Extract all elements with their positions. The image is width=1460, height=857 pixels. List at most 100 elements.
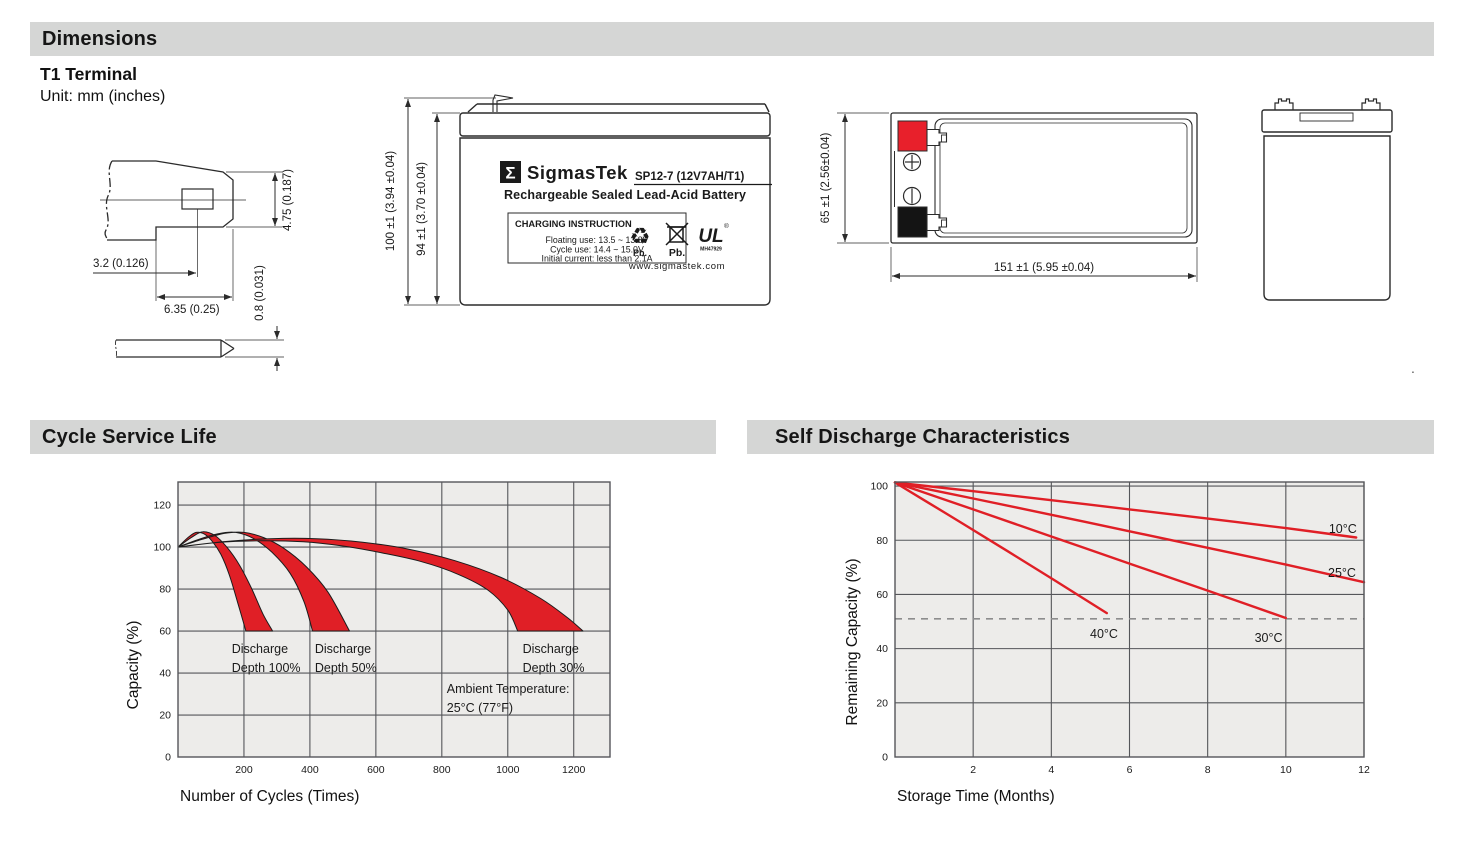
- battery-end-view: [1261, 98, 1393, 301]
- series-line: [893, 481, 1108, 615]
- positive-screw-icon: [902, 152, 922, 172]
- brand-name: SigmasTek: [527, 162, 628, 183]
- dimension-arrows: [93, 173, 280, 371]
- case-outline: [890, 112, 1198, 244]
- battery-type-subtitle: Rechargeable Sealed Lead-Acid Battery: [504, 188, 746, 202]
- cycle-service-life-chart: Discharge Depth 100% Discharge Depth 50% Dis…: [125, 481, 611, 805]
- dimension-arrows: [405, 99, 440, 304]
- terminal-clip: [926, 128, 948, 147]
- chart-annotation: Ambient Temperature:: [447, 682, 570, 696]
- series-line: [893, 481, 1358, 539]
- series-label: 25°C: [1328, 566, 1356, 580]
- chart-annotation: 25°C (77°F): [447, 701, 513, 715]
- battery-label: Σ SigmasTek SP12-7 (12V7AH/T1) Rechargea…: [500, 161, 772, 272]
- series-line: [893, 481, 1366, 584]
- t1-terminal-title: T1 Terminal: [40, 64, 137, 84]
- y-tick-label: 80: [159, 584, 171, 596]
- t1-terminal-drawing: 3.2 (0.126) 6.35 (0.25) 4.75 (0.187) 0.8…: [93, 160, 294, 371]
- discharge-band: [177, 531, 350, 632]
- section-title: Self Discharge Characteristics: [775, 425, 1071, 448]
- y-axis-title: Remaining Capacity (%): [844, 558, 861, 725]
- dim-blade-width-label: 4.75 (0.187): [282, 169, 294, 231]
- x-tick-label: 12: [1358, 764, 1370, 776]
- y-tick-label: 20: [159, 710, 171, 722]
- discharge-band: [177, 537, 584, 632]
- y-tick-label: 0: [882, 752, 888, 764]
- negative-screw-icon: [902, 186, 922, 206]
- chart-annotation: Depth 100%: [232, 661, 301, 675]
- dim-length-label: 151 ±1 (5.95 ±0.04): [994, 262, 1094, 274]
- y-tick-label: 20: [876, 697, 888, 709]
- section-title: Cycle Service Life: [42, 425, 217, 448]
- chart-annotation: Depth 50%: [315, 661, 377, 675]
- pb-bin-label: Pb.: [669, 247, 685, 259]
- x-axis-title: Number of Cycles (Times): [180, 788, 359, 805]
- charging-line3: Initial current: less than 2.1A: [542, 254, 653, 264]
- battery-top-view: 65 ±1 (2.56±0.04) 151 ±1 (5.95 ±0.04): [820, 112, 1198, 282]
- y-axis-title: Capacity (%): [125, 621, 142, 710]
- battery-front-view: 100 ±1 (3.94 ±0.04) 94 ±1 (3.70 ±0.04) Σ…: [385, 94, 772, 306]
- ul-letters: UL: [698, 226, 723, 247]
- x-tick-label: 400: [301, 764, 319, 776]
- x-tick-label: 2: [970, 764, 976, 776]
- series-label: 30°C: [1255, 631, 1283, 645]
- x-tick-label: 200: [235, 764, 253, 776]
- terminal-clip: [926, 213, 948, 232]
- positive-terminal: [897, 120, 928, 152]
- sigma-logo-box: [500, 161, 521, 183]
- section-title: Dimensions: [42, 27, 158, 50]
- pb-recycle-label: Pb.: [633, 248, 647, 258]
- case-outline: [1261, 98, 1393, 301]
- charging-line2: Cycle use: 14.4 ~ 15.0V: [550, 245, 644, 255]
- x-tick-label: 4: [1048, 764, 1054, 776]
- dim-height-label: 65 ±1 (2.56±0.04): [820, 133, 832, 224]
- y-tick-label: 60: [159, 626, 171, 638]
- y-tick-label: 40: [876, 643, 888, 655]
- crossed-bin-icon: [665, 222, 689, 246]
- dimension-arrows: [842, 114, 1196, 279]
- extension-lines: [155, 171, 284, 358]
- plot-border: [894, 481, 1365, 758]
- sigma-logo-icon: Σ: [505, 164, 515, 183]
- x-axis-title: Storage Time (Months): [897, 788, 1055, 805]
- website-url: www.sigmastek.com: [628, 261, 725, 272]
- y-tick-label: 100: [870, 481, 888, 493]
- extension-lines: [404, 97, 496, 306]
- dim-blade-length-label: 6.35 (0.25): [164, 304, 220, 316]
- series-label: 10°C: [1329, 522, 1357, 536]
- y-tick-label: 60: [876, 589, 888, 601]
- dim-case-height-label: 94 ±1 (3.70 ±0.04): [416, 162, 428, 256]
- discharge-band: [177, 531, 274, 632]
- model-number: SP12-7 (12V7AH/T1): [635, 171, 744, 183]
- y-tick-label: 100: [153, 542, 171, 554]
- recycle-icon: ♻: [630, 223, 651, 249]
- x-tick-label: 600: [367, 764, 385, 776]
- ul-mark-icon: UL ® MH47929: [698, 222, 729, 253]
- stray-mark: .: [1411, 360, 1415, 376]
- chart-annotation: Discharge: [523, 642, 579, 656]
- negative-terminal: [897, 206, 928, 238]
- series-label: 40°C: [1090, 627, 1118, 641]
- self-discharge-chart: 10°C 25°C 30°C 40°C 2 4 6 8 10 12 0 20 40 60 80 100 Stor…: [844, 481, 1370, 805]
- section-header-cycle-service-life: Cycle Service Life: [30, 420, 716, 454]
- x-tick-label: 1000: [496, 764, 520, 776]
- charging-title: CHARGING INSTRUCTION: [515, 219, 632, 229]
- x-tick-label: 8: [1205, 764, 1211, 776]
- chart-annotation: Discharge: [232, 642, 288, 656]
- ul-file-number: MH47929: [700, 247, 722, 253]
- x-tick-label: 6: [1127, 764, 1133, 776]
- charging-instruction-box: [507, 212, 687, 264]
- dim-total-height-label: 100 ±1 (3.94 ±0.04): [385, 151, 397, 251]
- charging-line1: Floating use: 13.5 ~ 13.8V: [546, 235, 649, 245]
- extension-lines: [837, 112, 1198, 282]
- y-tick-label: 40: [159, 668, 171, 680]
- chart-annotation: Discharge: [315, 642, 371, 656]
- plot-border: [177, 481, 611, 758]
- chart-annotation: Depth 30%: [523, 661, 585, 675]
- y-tick-label: 80: [876, 535, 888, 547]
- x-tick-label: 1200: [562, 764, 586, 776]
- section-header-self-discharge: Self Discharge Characteristics: [747, 420, 1434, 454]
- series-line: [893, 481, 1287, 620]
- dim-offset-label: 3.2 (0.126): [93, 258, 149, 270]
